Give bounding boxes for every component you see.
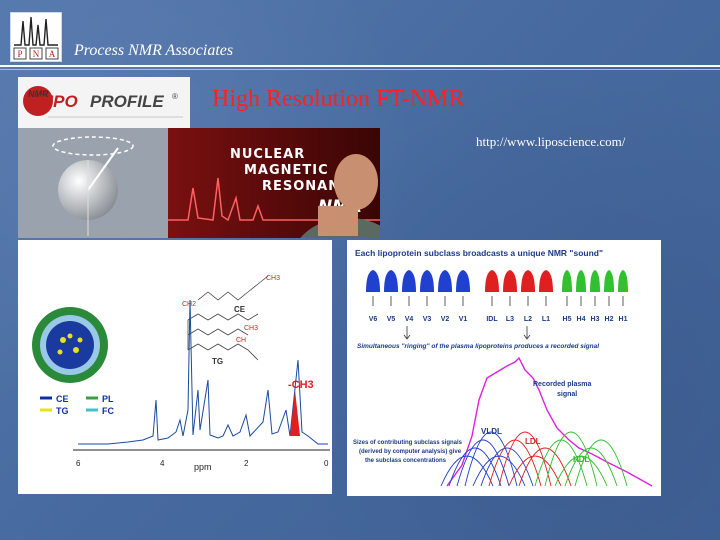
sizes-caption-1: Sizes of contributing subclass signals xyxy=(353,440,463,446)
bell-label: H3 xyxy=(591,316,600,323)
bell-icon xyxy=(456,270,470,292)
spectrum-trace xyxy=(78,299,328,445)
subclass-curve xyxy=(574,439,628,487)
banner-magnetic: Magnetic xyxy=(244,163,329,178)
logo-letter: P xyxy=(17,49,22,59)
bell-icon xyxy=(539,270,553,292)
nmr-spectrum-figure: CE PL TG FC CH3 CH2 CE CH3 CH TG -CH3 6 … xyxy=(18,240,332,494)
banner-nuclear: Nuclear xyxy=(230,147,305,162)
bell-icon xyxy=(485,270,499,292)
scientist-portrait xyxy=(300,154,380,238)
slide-title: High Resolution FT-NMR xyxy=(212,86,465,112)
subclass-curve xyxy=(448,447,502,487)
molecule-structure xyxy=(187,275,269,361)
bell-label: H1 xyxy=(619,316,628,323)
ldl-label: LDL xyxy=(525,437,541,446)
bell-label: V4 xyxy=(405,316,414,323)
vldl-label: VLDL xyxy=(481,427,502,436)
company-logo: P N A xyxy=(10,12,62,62)
bell-label: L1 xyxy=(542,316,550,323)
legend-label: CE xyxy=(56,394,69,404)
header-divider-thin xyxy=(0,69,720,70)
subclass-curve xyxy=(518,447,572,487)
subclass-curve xyxy=(544,431,598,487)
axis-tick: 0 xyxy=(324,459,329,468)
header-divider xyxy=(0,65,720,67)
axis-tick: 4 xyxy=(160,459,165,468)
bell-icon xyxy=(402,270,416,292)
flow-arrow-icon xyxy=(403,326,411,340)
bell-label: V1 xyxy=(459,316,468,323)
bell-icon xyxy=(438,270,452,292)
logo-graphic: P N A xyxy=(13,16,59,60)
source-url: http://www.liposcience.com/ xyxy=(476,134,626,149)
legend-label: PL xyxy=(102,394,114,404)
bell-label: L3 xyxy=(506,316,514,323)
lipoprotein-particle-icon xyxy=(32,307,108,383)
axis-tick: 6 xyxy=(76,459,81,468)
subclass-curve xyxy=(456,439,510,487)
bell-label: IDL xyxy=(486,316,498,323)
nmr-banner: Nuclear Magnetic Resonance NMR xyxy=(18,128,380,238)
logo-letter: N xyxy=(33,49,40,59)
bell-icon xyxy=(521,270,535,292)
label-ch: CH xyxy=(236,337,246,344)
ringing-caption: Simultaneous "ringing" of the plasma lip… xyxy=(357,343,599,350)
bell-label: V6 xyxy=(369,316,378,323)
subclass-curve xyxy=(480,447,534,487)
registered-mark: ® xyxy=(172,92,178,101)
logo-lipo-text: LIPO xyxy=(38,92,78,111)
bell-label: L2 xyxy=(524,316,532,323)
company-name: Process NMR Associates xyxy=(74,42,234,59)
bell-label: H4 xyxy=(577,316,586,323)
methyl-peak-highlight xyxy=(290,390,300,436)
recorded-label-2: signal xyxy=(557,391,577,398)
sizes-caption-2: (derived by computer analysis) give xyxy=(359,449,462,455)
axis-tick: 2 xyxy=(244,459,249,468)
subclass-curve xyxy=(564,447,618,487)
bell-icon xyxy=(604,270,614,292)
recorded-label: Recorded plasma xyxy=(533,381,591,388)
bell-icon xyxy=(618,270,628,292)
subclass-curve xyxy=(440,455,494,487)
bell-icon xyxy=(366,270,380,292)
hdl-label: HDL xyxy=(573,455,590,464)
legend-label: TG xyxy=(56,406,69,416)
bell-label: V2 xyxy=(441,316,450,323)
logo-letter: A xyxy=(49,49,56,59)
label-tg: TG xyxy=(212,357,223,366)
logo-nmr-text: NMR xyxy=(28,89,49,99)
subclass-curve xyxy=(472,455,526,487)
bell-icon xyxy=(590,270,600,292)
flow-arrow-icon xyxy=(523,326,531,340)
subclass-curve xyxy=(498,431,552,487)
label-ch3-top: CH3 xyxy=(266,275,280,282)
sizes-caption-3: the subclass concentrations xyxy=(365,458,447,464)
bell-label: H2 xyxy=(605,316,614,323)
bell-label: V5 xyxy=(387,316,396,323)
logo-profile-text: PROFILE xyxy=(90,92,164,111)
subclass-figure: Each lipoprotein subclass broadcasts a u… xyxy=(347,240,661,496)
recorded-signal-trace xyxy=(446,356,653,487)
label-ce: CE xyxy=(234,305,246,314)
legend: CE PL TG FC xyxy=(40,394,114,416)
bell-icon xyxy=(576,270,586,292)
bell-icon xyxy=(384,270,398,292)
label-ch3-mid: CH3 xyxy=(244,325,258,332)
bell-label: V3 xyxy=(423,316,432,323)
subclass-heading: Each lipoprotein subclass broadcasts a u… xyxy=(355,248,603,258)
bell-icon xyxy=(420,270,434,292)
axis-unit: ppm xyxy=(194,462,212,472)
subclass-curve xyxy=(464,431,518,487)
label-methyl: -CH3 xyxy=(288,379,314,391)
label-ch2: CH2 xyxy=(182,301,196,308)
bell-icon xyxy=(562,270,572,292)
subclass-curve xyxy=(554,455,608,487)
bell-label: H5 xyxy=(563,316,572,323)
bell-icon xyxy=(503,270,517,292)
legend-label: FC xyxy=(102,406,114,416)
subclass-curve xyxy=(508,455,562,487)
lipoprofile-logo: NMR LIPO PROFILE ® xyxy=(18,77,190,129)
